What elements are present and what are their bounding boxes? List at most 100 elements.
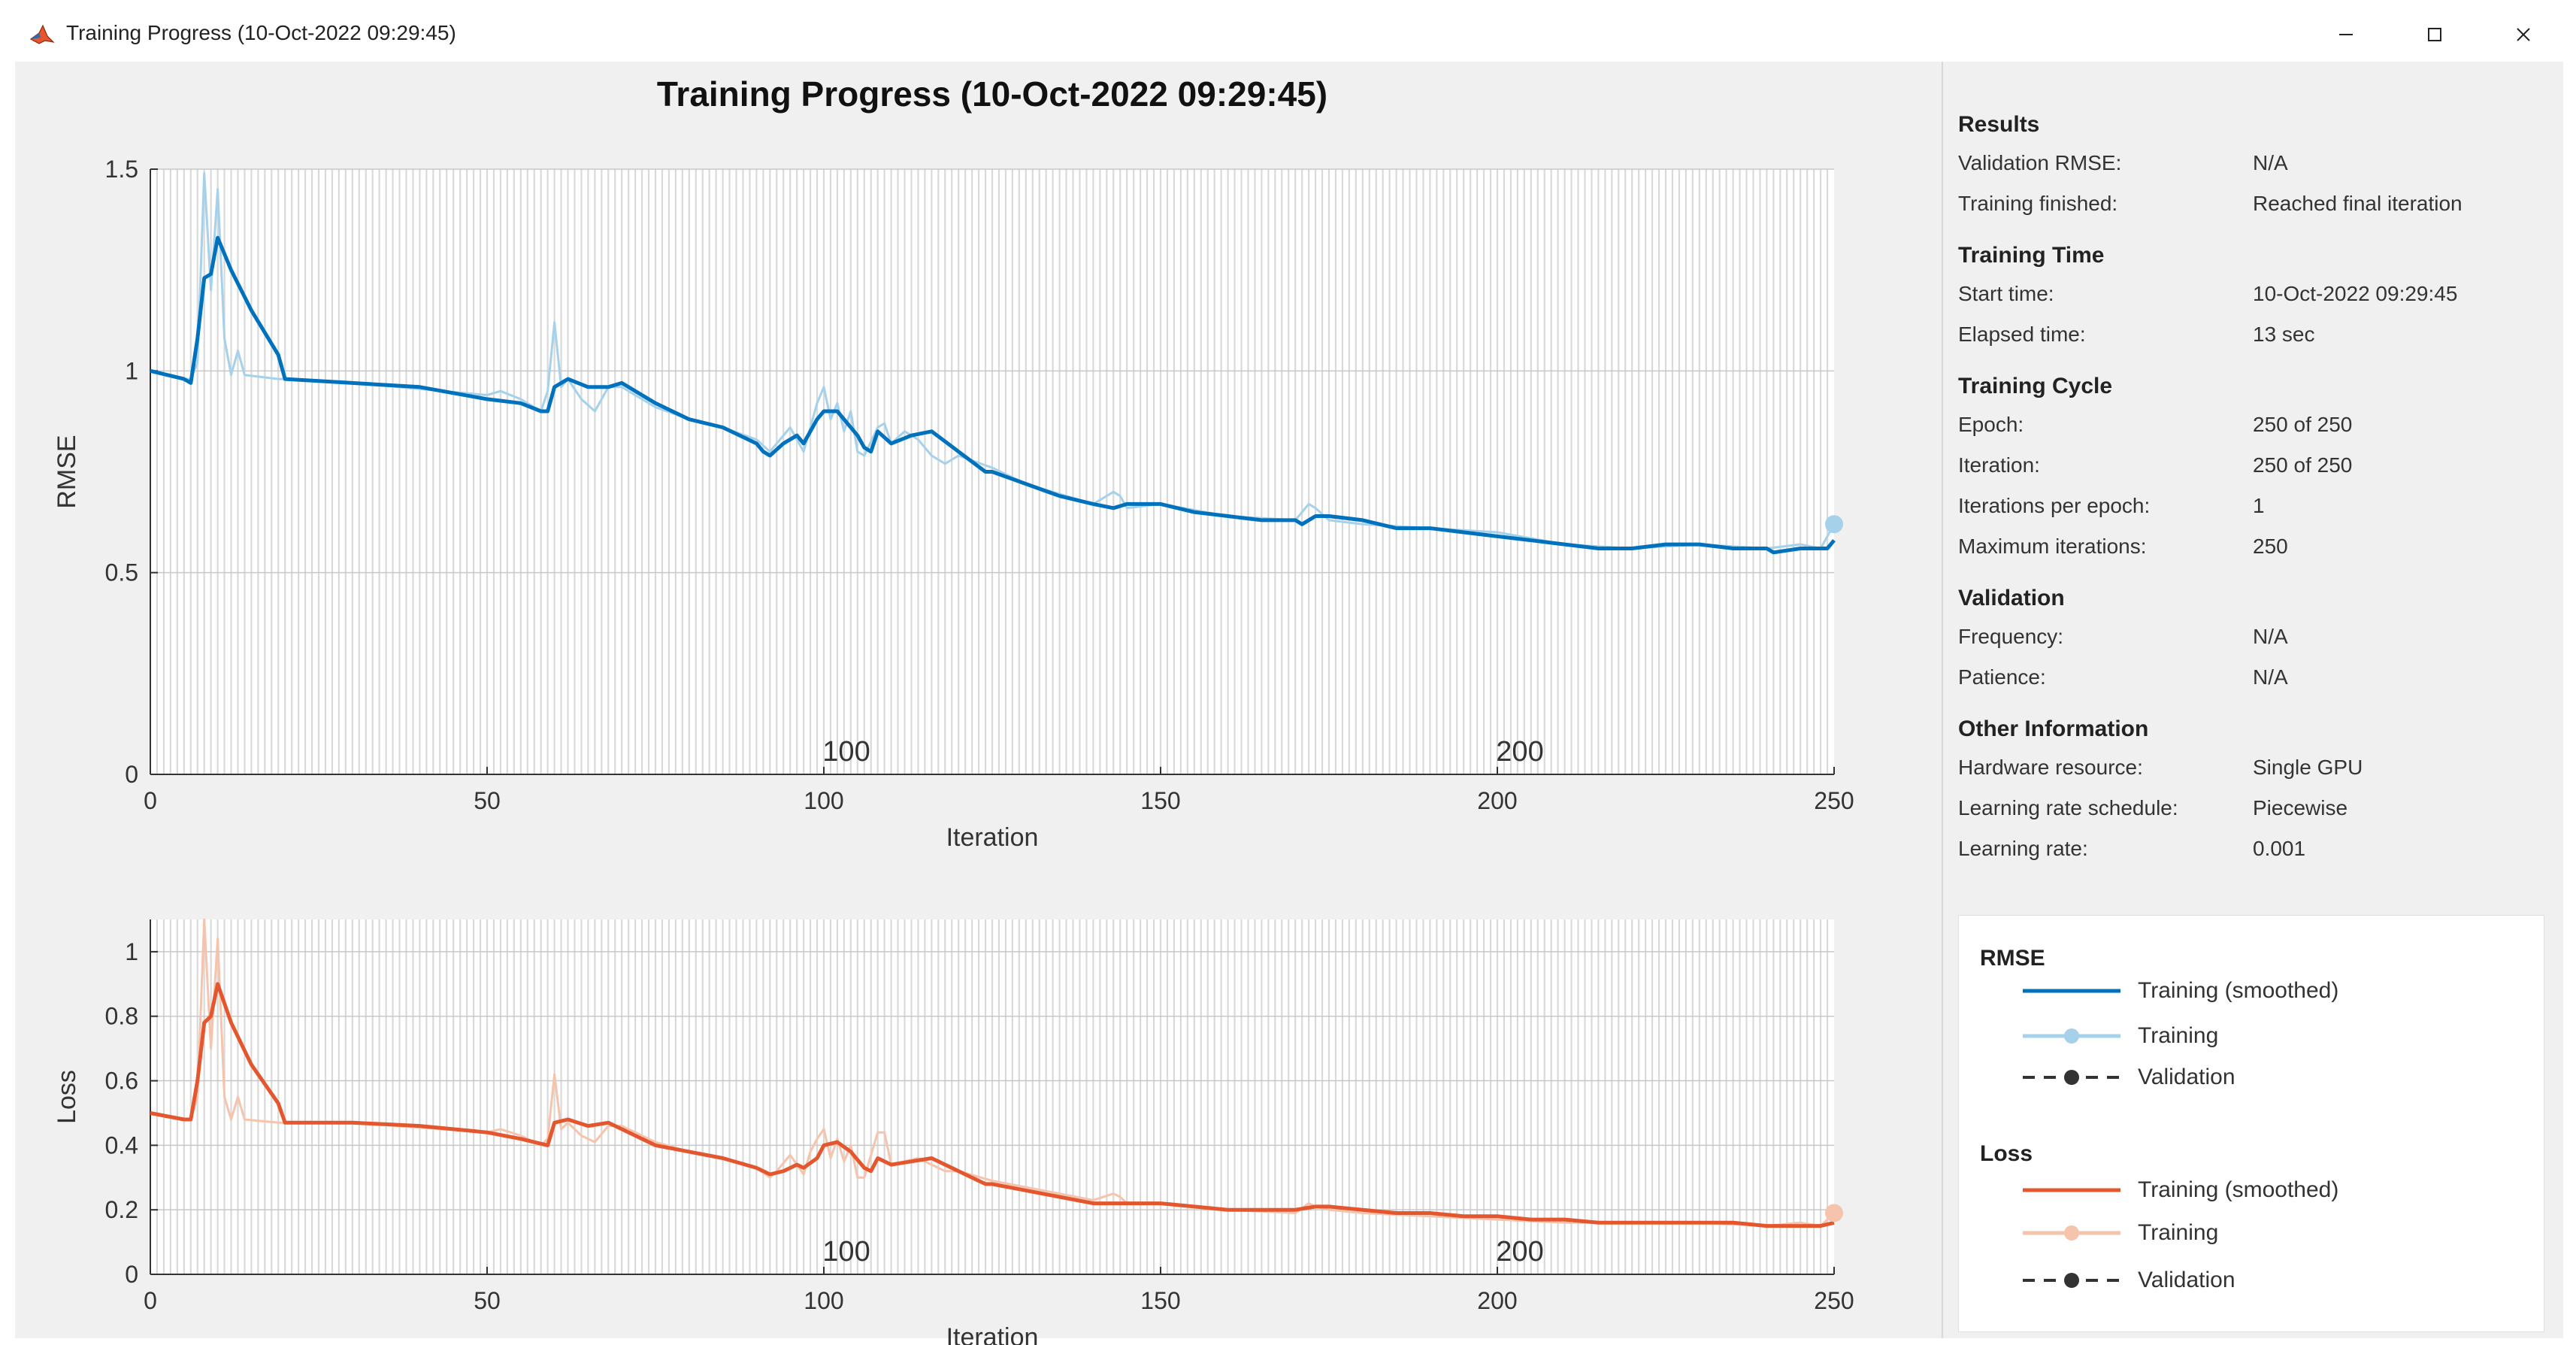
y-tick-label: 0 (125, 1261, 138, 1288)
legend-label: Training (smoothed) (2138, 978, 2339, 1003)
legend-line-loss-smoothed (2023, 1188, 2120, 1192)
section-title: Results (1958, 112, 2040, 137)
x-tick-label: 150 (1140, 1287, 1180, 1314)
epoch-label: 100 (822, 1236, 870, 1268)
x-tick-label: 100 (804, 1287, 843, 1314)
info-value: 250 of 250 (2253, 413, 2353, 436)
x-tick-label: 250 (1814, 787, 1854, 814)
y-tick-label: 0 (125, 761, 138, 788)
legend-loss-validation: Validation (2019, 1265, 2235, 1295)
info-value: N/A (2253, 151, 2288, 174)
legend-label: Training (smoothed) (2138, 1177, 2339, 1202)
plot-title: Training Progress (10-Oct-2022 09:29:45) (656, 74, 1328, 114)
minimize-icon (2339, 34, 2353, 35)
info-label: Validation RMSE: (1958, 151, 2122, 174)
x-tick-label: 250 (1814, 1287, 1854, 1314)
legend-loss-title: Loss (1980, 1141, 2033, 1166)
info-value: N/A (2253, 625, 2288, 648)
section-title: Other Information (1958, 716, 2149, 741)
series-line-training-smoothed (150, 235, 1836, 555)
legend: RMSE Training (smoothed) Training Valida… (1958, 915, 2544, 1332)
info-label: Maximum iterations: (1958, 535, 2147, 558)
info-value: Single GPU (2253, 756, 2363, 779)
y-axis-label: Loss (53, 1070, 81, 1124)
legend-line-loss-validation (2023, 1273, 2120, 1288)
section-title: Training Cycle (1958, 374, 2113, 398)
info-value: N/A (2253, 665, 2288, 689)
y-tick-label: 0.8 (105, 1003, 138, 1030)
info-label: Frequency: (1958, 625, 2064, 648)
legend-label: Validation (2138, 1268, 2235, 1292)
info-row: Maximum iterations: 250 (1958, 526, 2544, 567)
y-tick-label: 0.6 (105, 1068, 138, 1095)
loss-chart: 0 50 100 150 200 250 0 0.2 0.4 0.6 0.8 1 100 200 Itera… (53, 918, 1854, 1345)
info-panel: Results Validation RMSE: N/A Training finis… (1942, 62, 2563, 1338)
info-row: Frequency: N/A (1958, 616, 2544, 657)
x-tick-label: 50 (474, 1287, 501, 1314)
maximize-button[interactable] (2393, 8, 2476, 62)
info-row: Learning rate: 0.001 (1958, 829, 2544, 869)
last-training-point (1825, 515, 1843, 534)
x-tick-label: 200 (1477, 1287, 1517, 1314)
info-value: 1 (2253, 494, 2265, 517)
info-row: Patience: N/A (1958, 657, 2544, 698)
x-tick-label: 0 (144, 1287, 157, 1314)
training-info[interactable]: Results Validation RMSE: N/A Training finis… (1958, 107, 2544, 934)
info-value: 250 of 250 (2253, 453, 2353, 477)
legend-rmse-training: Training (2019, 1021, 2218, 1051)
x-tick-label: 150 (1140, 787, 1180, 814)
x-tick-label: 100 (804, 787, 843, 814)
info-label: Learning rate schedule: (1958, 796, 2178, 819)
info-row: Start time: 10-Oct-2022 09:29:45 (1958, 274, 2544, 314)
info-label: Epoch: (1958, 413, 2024, 436)
y-tick-label: 1.5 (105, 156, 138, 183)
info-value: 250 (2253, 535, 2288, 558)
legend-line-loss-training (2023, 1225, 2120, 1240)
info-label: Elapsed time: (1958, 323, 2086, 346)
legend-loss-training: Training (2019, 1218, 2218, 1248)
y-tick-label: 0.5 (105, 559, 138, 586)
x-tick-label: 50 (474, 787, 501, 814)
info-value: 0.001 (2253, 837, 2306, 860)
info-label: Start time: (1958, 282, 2054, 305)
maximize-icon (2428, 28, 2441, 41)
epoch-label: 200 (1496, 736, 1543, 768)
legend-rmse-smoothed: Training (smoothed) (2019, 976, 2338, 1006)
y-tick-label: 0.4 (105, 1131, 138, 1159)
title-bar: Training Progress (10-Oct-2022 09:29:45) (15, 8, 2563, 62)
info-value: Reached final iteration (2253, 192, 2462, 215)
info-label: Training finished: (1958, 192, 2118, 215)
info-label: Iteration: (1958, 453, 2040, 477)
legend-line-rmse-smoothed (2023, 989, 2120, 993)
rmse-chart: 0 50 100 150 200 250 0 0.5 1 1.5 100 200 Iteration RM… (53, 156, 1854, 852)
epoch-label: 200 (1496, 1236, 1543, 1268)
y-axis-label: RMSE (53, 435, 81, 508)
legend-rmse-title: RMSE (1980, 946, 2045, 971)
x-tick-label: 0 (144, 787, 157, 814)
last-training-point (1825, 1204, 1843, 1222)
legend-label: Training (2138, 1220, 2219, 1245)
x-tick-label: 200 (1477, 787, 1517, 814)
section-title: Training Time (1958, 243, 2105, 268)
section-title: Validation (1958, 586, 2065, 610)
legend-label: Training (2138, 1023, 2219, 1048)
minimize-button[interactable] (2305, 8, 2387, 62)
y-tick-label: 1 (125, 357, 138, 384)
x-axis-label: Iteration (946, 823, 1039, 852)
window-title: Training Progress (10-Oct-2022 09:29:45) (66, 21, 456, 44)
info-label: Iterations per epoch: (1958, 494, 2151, 517)
x-axis-label: Iteration (946, 1323, 1039, 1345)
info-value: 13 sec (2253, 323, 2315, 346)
info-row: Iterations per epoch: 1 (1958, 486, 2544, 526)
info-row: Hardware resource: Single GPU (1958, 747, 2544, 788)
legend-line-rmse-training (2023, 1028, 2120, 1044)
legend-rmse-validation: Validation (2019, 1062, 2235, 1092)
info-value: Piecewise (2253, 796, 2348, 819)
info-label: Patience: (1958, 665, 2046, 689)
close-button[interactable] (2482, 8, 2565, 62)
y-tick-label: 1 (125, 938, 138, 965)
legend-line-rmse-validation (2023, 1070, 2120, 1085)
info-row: Training finished: Reached final iteratio… (1958, 183, 2544, 224)
info-row: Iteration: 250 of 250 (1958, 445, 2544, 486)
matlab-logo-icon (29, 21, 56, 48)
